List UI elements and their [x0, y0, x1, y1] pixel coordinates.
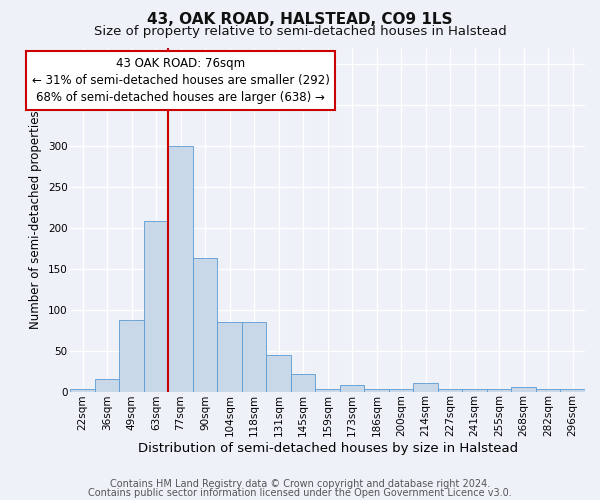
Text: Contains public sector information licensed under the Open Government Licence v3: Contains public sector information licen…: [88, 488, 512, 498]
Text: 43, OAK ROAD, HALSTEAD, CO9 1LS: 43, OAK ROAD, HALSTEAD, CO9 1LS: [147, 12, 453, 28]
Bar: [119, 320, 144, 392]
Bar: [340, 385, 364, 392]
Bar: [487, 389, 511, 392]
Y-axis label: Number of semi-detached properties: Number of semi-detached properties: [29, 110, 42, 329]
Bar: [438, 389, 463, 392]
Bar: [364, 389, 389, 392]
Bar: [266, 356, 291, 392]
Bar: [413, 384, 438, 392]
Bar: [560, 389, 585, 392]
Bar: [95, 380, 119, 392]
Bar: [193, 258, 217, 392]
Bar: [316, 389, 340, 392]
Bar: [511, 388, 536, 392]
Text: 43 OAK ROAD: 76sqm
← 31% of semi-detached houses are smaller (292)
68% of semi-d: 43 OAK ROAD: 76sqm ← 31% of semi-detache…: [32, 58, 329, 104]
Bar: [463, 389, 487, 392]
Bar: [169, 146, 193, 392]
Bar: [144, 221, 169, 392]
Bar: [536, 389, 560, 392]
Bar: [242, 322, 266, 392]
Bar: [389, 389, 413, 392]
Bar: [291, 374, 316, 392]
Text: Size of property relative to semi-detached houses in Halstead: Size of property relative to semi-detach…: [94, 25, 506, 38]
X-axis label: Distribution of semi-detached houses by size in Halstead: Distribution of semi-detached houses by …: [137, 442, 518, 455]
Text: Contains HM Land Registry data © Crown copyright and database right 2024.: Contains HM Land Registry data © Crown c…: [110, 479, 490, 489]
Bar: [217, 322, 242, 392]
Bar: [70, 389, 95, 392]
